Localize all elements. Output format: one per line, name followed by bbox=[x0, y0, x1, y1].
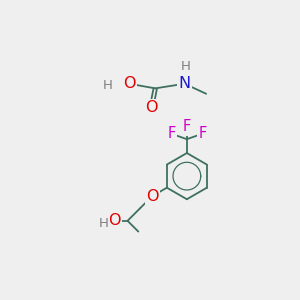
Text: O: O bbox=[123, 76, 135, 91]
Text: H: H bbox=[99, 217, 109, 230]
Text: F: F bbox=[183, 119, 191, 134]
Text: O: O bbox=[146, 189, 158, 204]
Text: H: H bbox=[181, 60, 191, 73]
Text: F: F bbox=[198, 126, 206, 141]
Text: H: H bbox=[103, 79, 112, 92]
Text: F: F bbox=[167, 126, 175, 141]
Text: N: N bbox=[178, 76, 190, 91]
Text: O: O bbox=[145, 100, 158, 115]
Text: O: O bbox=[108, 213, 121, 228]
